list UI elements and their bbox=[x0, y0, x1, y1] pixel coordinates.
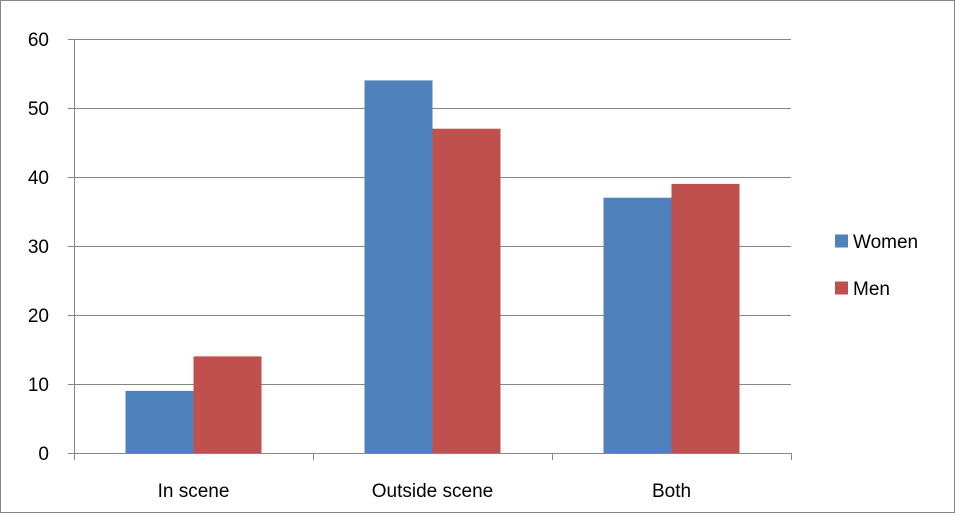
bar-women-in-scene bbox=[125, 390, 194, 453]
y-tick-label: 40 bbox=[28, 168, 49, 189]
bar-men-outside-scene bbox=[432, 128, 501, 453]
bar-women-outside-scene bbox=[364, 80, 433, 454]
legend: Women Men bbox=[835, 232, 918, 300]
y-axis-tick-labels: 0 10 20 30 40 50 60 bbox=[28, 30, 49, 465]
x-tick-label: Both bbox=[652, 481, 691, 502]
x-tick-label: Outside scene bbox=[372, 481, 493, 502]
legend-swatch-men bbox=[835, 281, 848, 295]
bar-men-both bbox=[671, 183, 740, 453]
legend-item-women: Women bbox=[835, 232, 918, 253]
x-tick-label: In scene bbox=[158, 481, 230, 502]
y-tick-label: 60 bbox=[28, 30, 49, 51]
y-tick-label: 20 bbox=[28, 306, 49, 327]
y-tick-label: 10 bbox=[28, 375, 49, 396]
bar-women-both bbox=[603, 197, 672, 453]
legend-label: Women bbox=[853, 232, 918, 253]
legend-label: Men bbox=[853, 279, 890, 300]
bar-men-in-scene bbox=[193, 356, 262, 453]
y-tick-label: 0 bbox=[38, 444, 49, 465]
plot-bars bbox=[125, 80, 740, 454]
x-axis-tick-labels: In scene Outside scene Both bbox=[158, 481, 691, 502]
legend-swatch-women bbox=[835, 234, 848, 248]
y-tick-label: 50 bbox=[28, 99, 49, 120]
legend-item-men: Men bbox=[835, 279, 890, 300]
axes bbox=[68, 39, 792, 460]
y-tick-label: 30 bbox=[28, 237, 49, 258]
